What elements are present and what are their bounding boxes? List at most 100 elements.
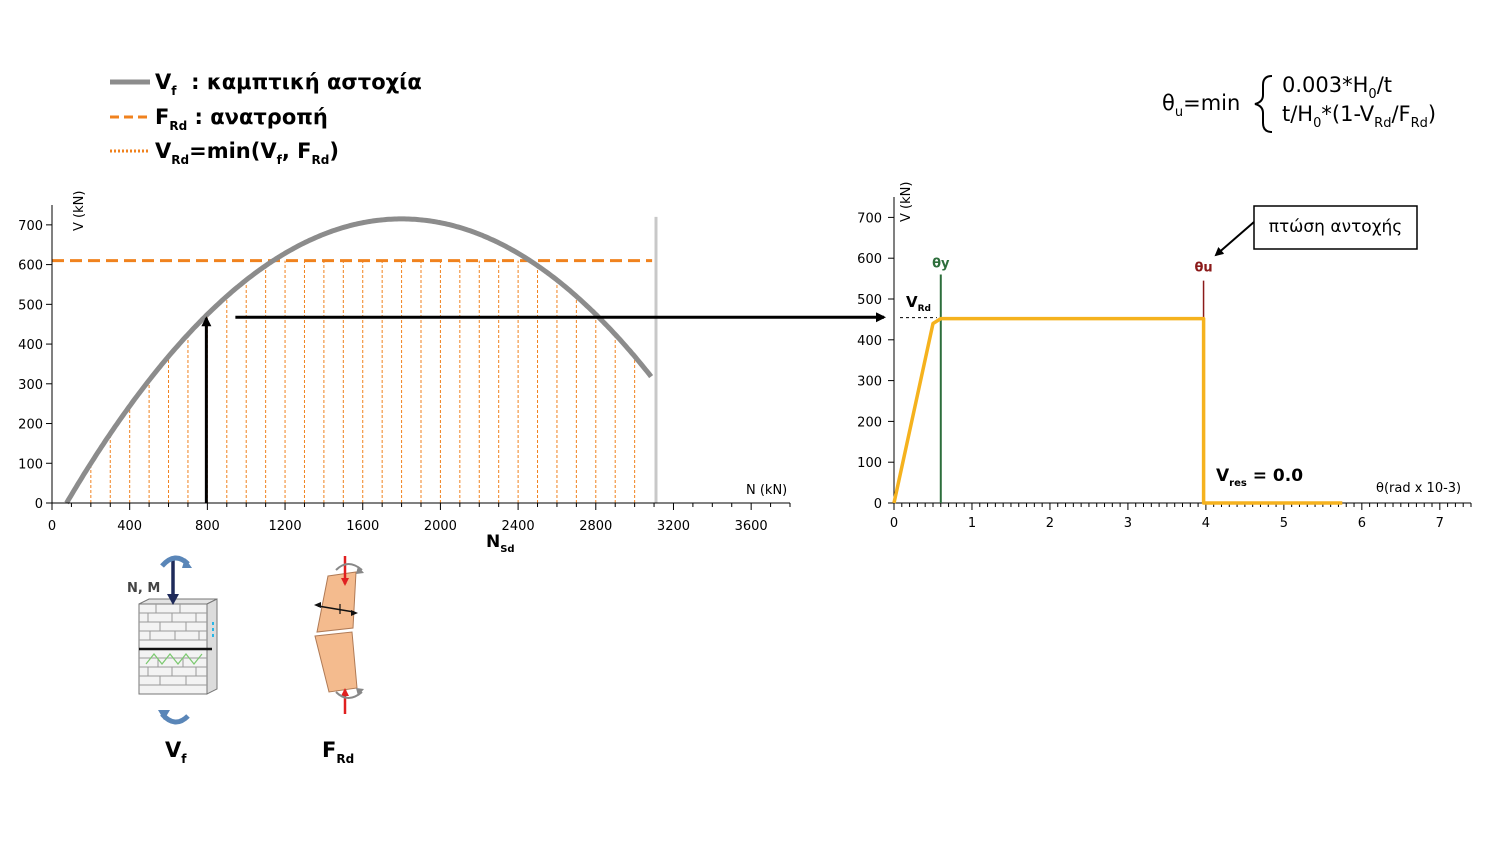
legend-symbol: F <box>155 105 169 129</box>
formula-eq: =min <box>1183 91 1240 115</box>
y-tick-label: 0 <box>874 497 882 512</box>
x-tick-label: 800 <box>195 519 220 534</box>
y-tick-label: 100 <box>857 456 882 471</box>
legend: Vf : καμπτική αστοχία FRd : ανατροπή VRd… <box>110 70 422 167</box>
y-tick-label: 400 <box>18 338 43 353</box>
x-tick-label: 3 <box>1124 516 1132 531</box>
formula-line2-mid: *(1-V <box>1321 102 1374 126</box>
legend-symbol: V <box>155 139 172 163</box>
y-tick-labels: 0 100 200 300 400 500 600 700 <box>18 219 52 512</box>
legend-text: =min(V <box>189 139 277 163</box>
legend-text: ) <box>329 139 339 163</box>
formula-brace <box>1254 75 1273 133</box>
x-axis-label: θ(rad x 10-3) <box>1376 481 1461 496</box>
x-tick-label: 1200 <box>269 519 302 534</box>
wall-panel <box>138 598 218 695</box>
svg-text:θu=min: θu=min <box>1162 91 1240 120</box>
lever-arm-line <box>317 605 355 613</box>
legend-text: , F <box>282 139 312 163</box>
svg-text:0.003*H0/t: 0.003*H0/t <box>1282 73 1392 102</box>
y-tick-label: 200 <box>18 418 43 433</box>
legend-text: : ανατροπή <box>187 105 328 129</box>
legend-subscript: f <box>277 153 283 167</box>
legend-item-vf: Vf : καμπτική αστοχία <box>110 70 422 98</box>
x-tick-label: 0 <box>48 519 56 534</box>
x-axis-title: NSd <box>486 532 515 555</box>
vrd-hatch-lines <box>90 260 636 503</box>
svg-text:t/H0*(1-VRd/FRd): t/H0*(1-VRd/FRd) <box>1282 102 1436 131</box>
mechanism-label-vf: Vf <box>165 738 187 766</box>
y-tick-label: 0 <box>35 497 43 512</box>
svg-text:FRd : ανατροπή: FRd : ανατροπή <box>155 105 328 133</box>
x-tick-label: 7 <box>1436 516 1444 531</box>
legend-subscript: Rd <box>169 119 187 133</box>
x-tick-label: 2400 <box>502 519 535 534</box>
formula-subscript: 0 <box>1368 87 1376 102</box>
formula-subscript: Rd <box>1411 116 1428 131</box>
x-tick-label: 0 <box>890 516 898 531</box>
interaction-chart: 0 400 800 1200 1600 2000 2400 2800 3200 3600 0100… <box>18 191 886 555</box>
x-tick-labels: 0 1 2 3 4 5 6 7 <box>890 516 1444 531</box>
flexural-mechanism-illustration: N, M Vf <box>127 555 218 766</box>
x-tick-label: 6 <box>1358 516 1366 531</box>
mechanism-label-frd: FRd <box>322 738 354 766</box>
x-tick-label: 1 <box>968 516 976 531</box>
legend-text: : καμπτική αστοχία <box>177 70 422 94</box>
capacity-curve-chart: 0 1 2 3 4 5 6 7 0 100 200 300 400 500 600 700 V (kN) θ… <box>857 182 1472 531</box>
annotation-arrow <box>1214 221 1255 257</box>
x-tick-label: 400 <box>117 519 142 534</box>
theta-y-label: θy <box>932 257 950 272</box>
y-tick-label: 700 <box>857 211 882 226</box>
legend-symbol: V <box>155 70 172 94</box>
x-tick-label: 3600 <box>735 519 768 534</box>
x-tick-labels: 0 400 800 1200 1600 2000 2400 2800 3200 3600 <box>48 519 768 534</box>
legend-subscript: Rd <box>311 153 329 167</box>
theta-u-formula: θu=min 0.003*H0/t t/H0*(1-VRd/FRd) <box>1162 73 1436 133</box>
rocking-block-upper <box>316 571 357 633</box>
formula-line1-tail: /t <box>1377 73 1392 97</box>
formula-line2-mid: /F <box>1391 102 1410 126</box>
legend-subscript: f <box>171 84 177 98</box>
svg-text:Vf : καμπτική αστοχία: Vf : καμπτική αστοχία <box>155 70 422 98</box>
vres-label: Vres = 0.0 <box>1216 466 1303 489</box>
legend-subscript: Rd <box>171 153 189 167</box>
legend-item-frd: FRd : ανατροπή <box>110 105 328 133</box>
annotation-box <box>1253 205 1418 250</box>
x-tick-label: 5 <box>1280 516 1288 531</box>
y-axis-label: V (kN) <box>72 191 87 231</box>
x-tick-label: 2000 <box>424 519 457 534</box>
formula-lhs-subscript: u <box>1175 105 1183 120</box>
rocking-block-lower <box>314 631 358 693</box>
y-tick-label: 600 <box>18 259 43 274</box>
y-tick-label: 300 <box>857 375 882 390</box>
y-tick-label: 200 <box>857 415 882 430</box>
formula-subscript: 0 <box>1313 116 1321 131</box>
y-axis-label: V (kN) <box>899 182 914 222</box>
x-tick-label: 2800 <box>579 519 612 534</box>
formula-subscript: Rd <box>1374 116 1391 131</box>
vf-curve <box>64 216 654 505</box>
x-tick-label: 3200 <box>657 519 690 534</box>
formula-line1: 0.003*H <box>1282 73 1368 97</box>
y-tick-label: 300 <box>18 378 43 393</box>
y-tick-labels: 0 100 200 300 400 500 600 700 <box>857 211 894 512</box>
x-tick-label: 4 <box>1202 516 1210 531</box>
x-minor-ticks <box>51 503 791 510</box>
theta-u-label: θu <box>1194 261 1212 276</box>
strength-drop-annotation: πτώση αντοχής <box>1214 205 1418 257</box>
annotation-text: πτώση αντοχής <box>1269 217 1403 237</box>
formula-lhs: θ <box>1162 91 1175 115</box>
y-tick-label: 500 <box>857 293 882 308</box>
x-axis-label: N (kN) <box>746 483 787 498</box>
x-tick-label: 1600 <box>346 519 379 534</box>
load-label: N, M <box>127 581 160 596</box>
y-tick-label: 500 <box>18 298 43 313</box>
legend-item-vrd: VRd=min(Vf, FRd) <box>110 139 339 167</box>
y-tick-label: 600 <box>857 252 882 267</box>
x-minor-ticks <box>893 503 1472 510</box>
formula-line2: t/H <box>1282 102 1313 126</box>
x-tick-label: 2 <box>1046 516 1054 531</box>
y-tick-label: 400 <box>857 334 882 349</box>
svg-text:VRd=min(Vf, FRd): VRd=min(Vf, FRd) <box>155 139 339 167</box>
